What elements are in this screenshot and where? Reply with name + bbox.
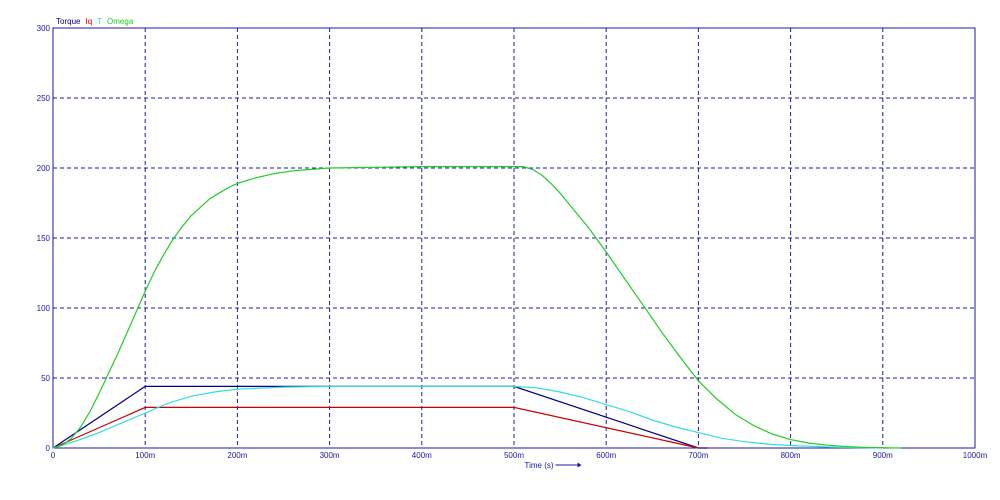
series-line-t bbox=[52, 385, 883, 449]
y-tick-label: 300 bbox=[37, 24, 51, 33]
y-axis-ticks: 0 50 100 150 200 250 300 bbox=[37, 24, 51, 453]
y-tick-label: 50 bbox=[41, 374, 50, 383]
x-tick-label: 300m bbox=[320, 451, 340, 460]
x-tick-label: 800m bbox=[781, 451, 801, 460]
y-tick-label: 0 bbox=[46, 444, 51, 453]
x-tick-label: 900m bbox=[873, 451, 893, 460]
legend-entry-t: T bbox=[97, 17, 102, 26]
legend: Torque Iq T Omega bbox=[56, 17, 134, 26]
x-tick-label: 600m bbox=[596, 451, 616, 460]
x-tick-label: 0 bbox=[51, 451, 56, 460]
x-axis-label: Time (s) bbox=[524, 461, 553, 470]
grid-lines bbox=[53, 28, 975, 448]
x-tick-label: 1000m bbox=[963, 451, 988, 460]
y-tick-label: 250 bbox=[37, 94, 51, 103]
legend-entry-torque: Torque bbox=[56, 17, 81, 26]
y-tick-label: 100 bbox=[37, 304, 51, 313]
x-tick-label: 400m bbox=[412, 451, 432, 460]
y-tick-label: 200 bbox=[37, 164, 51, 173]
series-line-omega bbox=[52, 166, 902, 449]
x-tick-label: 200m bbox=[227, 451, 247, 460]
y-tick-label: 150 bbox=[37, 234, 51, 243]
legend-entry-omega: Omega bbox=[107, 17, 134, 26]
legend-entry-iq: Iq bbox=[85, 17, 92, 26]
series-line-iq bbox=[52, 406, 699, 449]
x-axis-arrow-head bbox=[577, 462, 582, 468]
series-lines bbox=[52, 166, 902, 449]
x-tick-label: 100m bbox=[135, 451, 155, 460]
x-tick-label: 700m bbox=[688, 451, 708, 460]
x-tick-label: 500m bbox=[504, 451, 524, 460]
x-axis-ticks: 0 100m 200m 300m 400m 500m 600m 700m 800m 900m 100… bbox=[51, 451, 988, 460]
plot-frame bbox=[52, 27, 976, 449]
